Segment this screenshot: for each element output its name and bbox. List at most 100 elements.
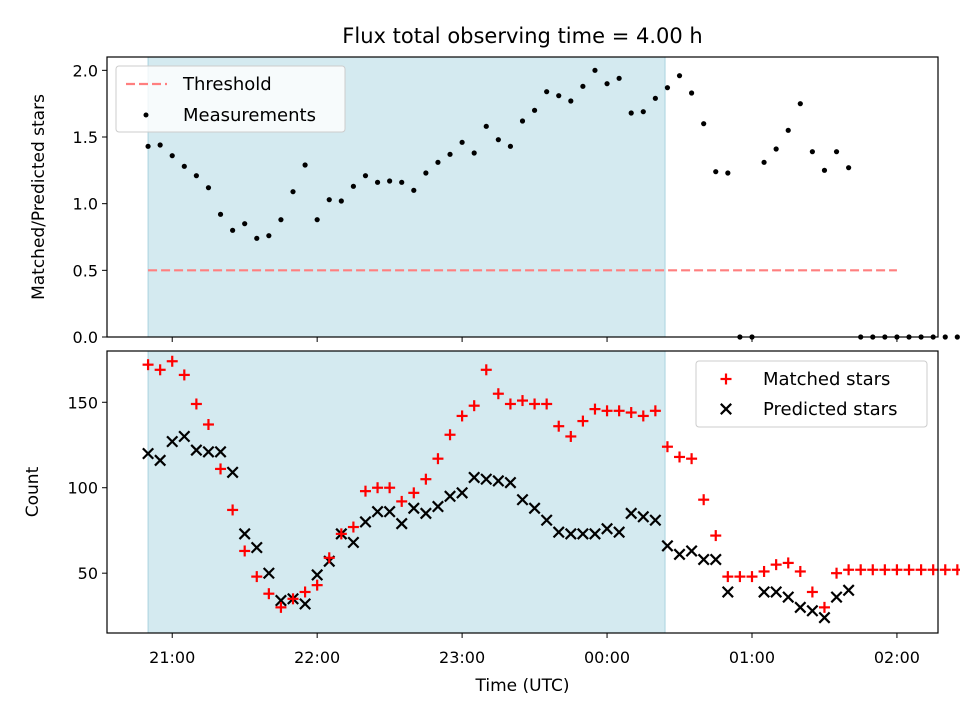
measurement-point xyxy=(278,217,284,223)
matched-star-point xyxy=(891,564,903,576)
measurement-point xyxy=(725,170,731,176)
y-tick-label: 1.5 xyxy=(73,128,98,147)
matched-star-point xyxy=(480,364,492,376)
predicted-star-point xyxy=(262,567,275,580)
matched-star-point xyxy=(492,388,504,400)
cross-stroke xyxy=(709,553,722,566)
cross-stroke xyxy=(480,473,493,486)
predicted-star-point xyxy=(770,586,783,598)
measurement-point xyxy=(954,334,960,340)
matched-star-point xyxy=(806,586,818,598)
y-tick-label: 1.0 xyxy=(73,195,98,214)
cross-stroke xyxy=(299,597,312,610)
predicted-star-point xyxy=(697,553,710,566)
measurement-point xyxy=(676,73,683,79)
matched-star-point xyxy=(818,601,830,613)
measurement-point xyxy=(362,173,369,179)
predicted-star-point xyxy=(359,515,372,528)
predicted-stars-points xyxy=(142,430,855,624)
measurement-point xyxy=(592,67,598,73)
legend-cross-marker xyxy=(720,403,732,415)
predicted-star-point xyxy=(178,430,191,443)
predicted-star-point xyxy=(516,493,529,506)
cross-stroke xyxy=(359,515,372,528)
predicted-star-point xyxy=(552,526,565,539)
bottom-y-ticks: 50 100 150 xyxy=(67,393,107,583)
measurement-point xyxy=(399,179,405,185)
matched-star-point xyxy=(275,601,287,613)
cross-stroke xyxy=(142,447,155,460)
bottom-y-axis-label: Count xyxy=(23,466,43,517)
top-axes-frame xyxy=(106,56,939,338)
predicted-star-point xyxy=(842,584,855,597)
measurement-point xyxy=(568,98,574,104)
matched-star-point xyxy=(794,565,806,577)
predicted-star-point xyxy=(588,527,601,540)
matched-star-point xyxy=(384,482,396,494)
measurement-point xyxy=(326,197,332,203)
top-y-ticks: 0.0 0.5 1.0 1.5 2.0 xyxy=(73,61,107,347)
matched-star-point xyxy=(166,355,178,367)
x-tick-label: 02:00 xyxy=(874,648,920,667)
predicted-star-point xyxy=(758,586,771,598)
legend-measurements-swatch xyxy=(143,112,149,118)
predicted-star-point xyxy=(154,454,167,467)
top-legend: Threshold Measurements xyxy=(115,65,346,133)
matched-star-point xyxy=(456,410,468,422)
predicted-star-point xyxy=(613,526,626,539)
measurement-point xyxy=(205,185,212,191)
measurement-point xyxy=(519,118,526,124)
predicted-star-point xyxy=(250,541,263,554)
matched-star-point xyxy=(347,521,359,533)
measurement-point xyxy=(688,90,695,96)
measurement-point xyxy=(544,89,550,95)
predicted-star-point xyxy=(202,445,215,458)
matched-star-point xyxy=(589,403,601,415)
measurement-point xyxy=(314,217,320,223)
matched-star-point xyxy=(396,495,408,507)
measurement-point xyxy=(447,151,453,157)
predicted-star-point xyxy=(347,536,360,549)
predicted-star-point xyxy=(299,597,312,610)
predicted-star-point xyxy=(142,447,155,460)
measurement-point xyxy=(701,121,707,127)
predicted-star-point xyxy=(371,505,384,518)
cross-stroke xyxy=(842,584,855,597)
measurement-point xyxy=(338,198,344,204)
predicted-star-point xyxy=(601,522,614,535)
matched-star-point xyxy=(142,359,154,371)
cross-stroke xyxy=(697,553,710,566)
cross-stroke xyxy=(166,435,179,448)
legend-matched-label: Matched stars xyxy=(763,369,890,390)
predicted-star-point xyxy=(274,594,287,607)
matched-star-point xyxy=(154,364,166,376)
cross-stroke xyxy=(806,604,819,617)
matched-star-point xyxy=(746,571,758,583)
matched-star-point xyxy=(686,453,698,465)
cross-stroke xyxy=(154,454,167,467)
matched-star-point xyxy=(927,564,939,576)
matched-star-point xyxy=(227,504,239,516)
predicted-star-point xyxy=(431,500,444,513)
measurement-point xyxy=(459,139,465,145)
measurement-point xyxy=(664,85,671,91)
cross-stroke xyxy=(540,514,553,527)
cross-stroke xyxy=(794,601,807,614)
matched-star-point xyxy=(951,564,960,576)
cross-stroke xyxy=(371,505,384,518)
measurement-point xyxy=(604,81,610,87)
measurement-point xyxy=(942,334,948,340)
cross-stroke xyxy=(274,594,287,607)
cross-stroke xyxy=(564,527,577,540)
matched-star-point xyxy=(553,420,565,432)
predicted-star-point xyxy=(794,601,807,614)
cross-stroke xyxy=(552,526,565,539)
cross-stroke xyxy=(214,445,227,458)
matched-star-point xyxy=(782,557,794,569)
cross-stroke xyxy=(419,507,432,520)
y-tick-label: 0.0 xyxy=(73,328,98,347)
matched-star-point xyxy=(432,453,444,465)
measurement-point xyxy=(350,183,357,189)
cross-stroke xyxy=(758,586,771,598)
